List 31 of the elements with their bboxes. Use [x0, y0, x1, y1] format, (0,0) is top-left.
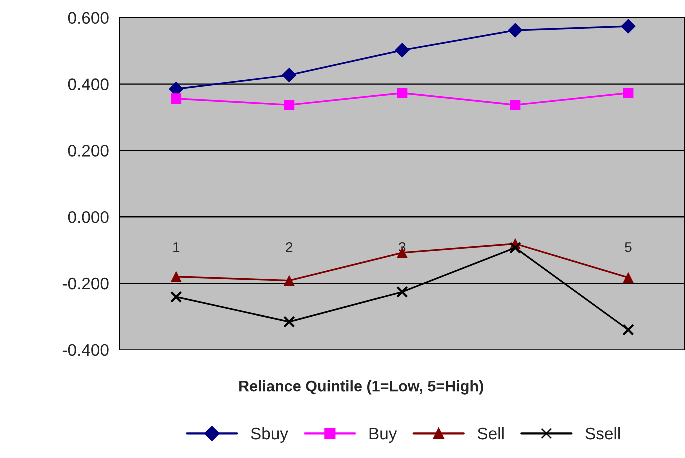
point: [508, 23, 523, 38]
point: [510, 242, 522, 254]
point: [622, 324, 634, 336]
point: [170, 291, 182, 304]
y-tick-label: -0.400: [62, 344, 109, 356]
point: [621, 19, 636, 34]
x-tick-label: 5: [625, 242, 632, 252]
point: [397, 88, 408, 98]
point: [171, 272, 182, 282]
y-tick-label: 0.600: [68, 12, 109, 24]
point: [396, 286, 408, 298]
point: [623, 272, 634, 284]
x-axis-title: Reliance Quintile (1=Low, 5=High): [240, 380, 484, 395]
point: [284, 276, 295, 286]
point: [395, 43, 410, 58]
legend-label: Sell: [478, 427, 504, 440]
x-tick-label: 1: [174, 242, 180, 252]
point: [623, 88, 634, 98]
y-tick-label: -0.200: [62, 278, 109, 290]
point: [171, 94, 182, 104]
y-tick-label: 0.400: [68, 78, 109, 90]
legend-label: Sbuy: [251, 427, 288, 443]
y-tick-label: 0.000: [68, 211, 109, 224]
point: [282, 68, 297, 83]
x-tick-label: 2: [286, 242, 293, 252]
y-tick-label: 0.200: [68, 145, 109, 157]
legend-label: Ssell: [586, 427, 620, 440]
point: [284, 316, 296, 328]
point: [284, 100, 295, 110]
point: [510, 100, 521, 110]
legend-label: Buy: [370, 428, 398, 443]
